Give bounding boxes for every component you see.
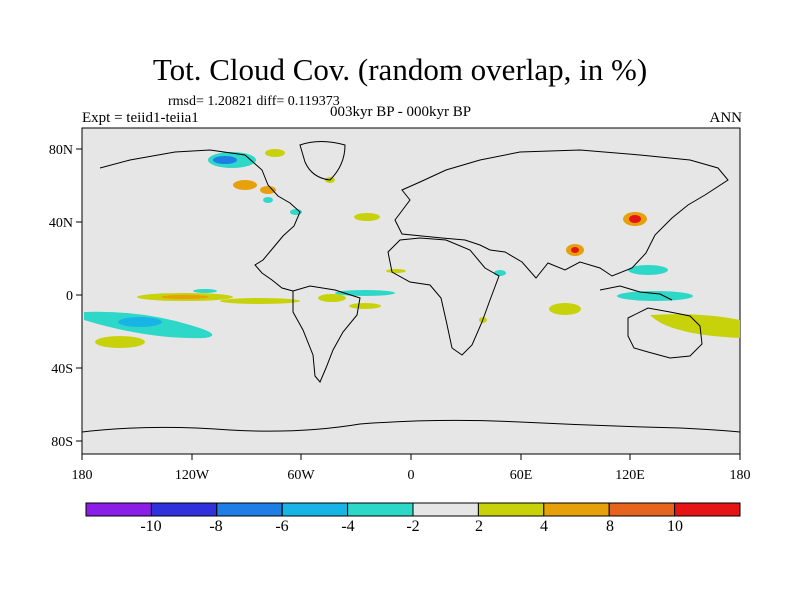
lat-tick-label: 0 [66, 289, 73, 304]
patch-south-pacific-core [118, 317, 162, 327]
lon-tick-label: 0 [408, 468, 415, 483]
indonesia-coast [599, 285, 673, 301]
colorbar-label: 8 [606, 518, 614, 535]
patch-labrador [260, 186, 276, 194]
patch-indian-ocean [549, 303, 581, 315]
patch-pacific-strong [161, 295, 209, 299]
period-label: 003kyr BP - 000kyr BP [330, 104, 472, 120]
patch-maritime-continent [617, 291, 693, 301]
patch-north-atlantic [354, 213, 380, 221]
colorbar-label: 2 [475, 518, 483, 535]
colorbar-label: -10 [140, 518, 161, 535]
patch-tibet-core [571, 247, 579, 253]
colorbar-box [477, 502, 545, 517]
colorbar-box [85, 502, 152, 517]
patch-hudson [233, 180, 257, 190]
colorbar-box [150, 502, 218, 517]
lon-tick-label: 60E [510, 468, 533, 483]
axis-ticks [76, 148, 741, 460]
colorbar-label: 10 [667, 518, 683, 535]
colorbar-label: -6 [275, 518, 288, 535]
colorbar-box [412, 502, 479, 517]
colorbar-labels: -10 -8 -6 -4 -2 2 4 8 10 [140, 518, 683, 535]
patch-pacific-warm-pool [628, 265, 668, 275]
patch-sahel [386, 269, 406, 273]
lat-tick-label: 40S [51, 362, 73, 377]
lat-tick-label: 40N [49, 216, 73, 231]
patch-pacific-east [220, 298, 300, 304]
colorbar-box [216, 502, 283, 517]
antarctica-coast [81, 419, 741, 433]
lon-tick-label: 120E [615, 468, 645, 483]
lat-tick-label: 80N [49, 143, 73, 158]
stats-label: rmsd= 1.20821 diff= 0.119373 [168, 94, 340, 109]
patch-north-china-core [629, 215, 641, 223]
lon-tick-label: 60W [287, 468, 315, 483]
colorbar-box [281, 502, 349, 517]
australia-coast [627, 307, 703, 359]
patch-atlantic-positive [349, 303, 381, 309]
colorbar-box [608, 502, 676, 517]
africa-coast [387, 237, 500, 356]
south-america-coast [292, 285, 361, 383]
north-america-coast [99, 149, 301, 292]
patch-arctic-positive [265, 149, 285, 157]
colorbar-box [543, 502, 610, 517]
experiment-label: Expt = teiid1-teiia1 [82, 110, 199, 126]
patch-australia [650, 314, 740, 338]
lat-tick-label: 80S [51, 435, 73, 450]
colorbar-label: -8 [209, 518, 222, 535]
lon-tick-label: 180 [730, 468, 751, 483]
lon-tick-label: 120W [175, 468, 210, 483]
colorbar-label: -2 [406, 518, 419, 535]
patch-south-pacific-positive [95, 336, 145, 348]
coastlines [81, 141, 741, 433]
patch-arabian-sea [494, 270, 506, 276]
colorbar [85, 502, 741, 517]
colorbar-box [674, 502, 741, 517]
lon-tick-label: 180 [72, 468, 93, 483]
colorbar-box [347, 502, 414, 517]
greenland-coast [299, 141, 346, 181]
map-title: Tot. Cloud Cov. (random overlap, in %) [152, 52, 648, 87]
map-background [81, 127, 741, 455]
patch-canada-small [263, 197, 273, 203]
eurasia-coast [394, 149, 729, 279]
colorbar-label: -4 [341, 518, 354, 535]
patch-pacific-small-neg [193, 289, 217, 293]
anomaly-patches [84, 149, 740, 348]
patch-canada-core [213, 156, 237, 164]
colorbar-label: 4 [540, 518, 548, 535]
patch-amazon [318, 294, 346, 302]
season-label: ANN [709, 110, 743, 126]
